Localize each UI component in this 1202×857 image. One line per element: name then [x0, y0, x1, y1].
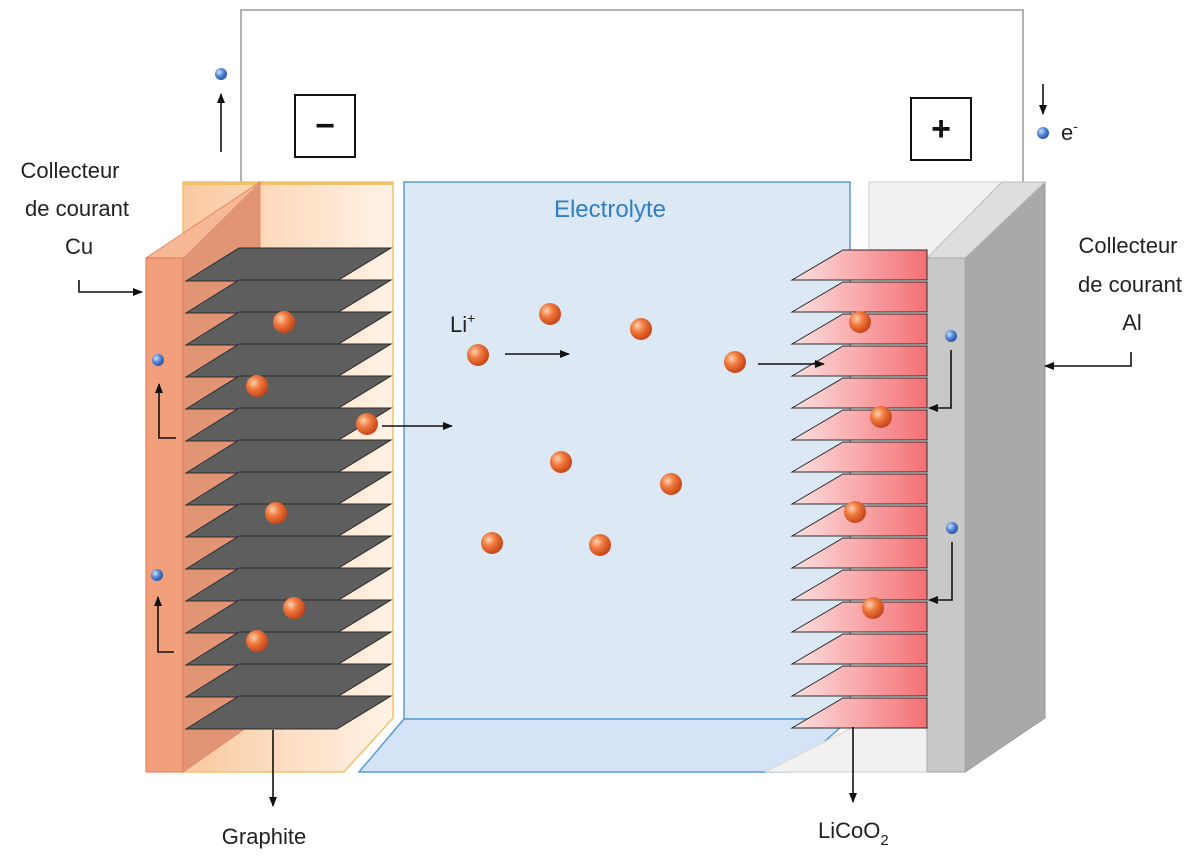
li-ion	[273, 311, 295, 333]
licoo2-fin	[790, 665, 928, 697]
li-ion	[246, 375, 268, 397]
li-ion	[630, 318, 652, 340]
copper-collector-front	[145, 257, 184, 773]
svg-text:de courant: de courant	[25, 196, 129, 221]
graphite-sheet	[184, 695, 393, 730]
li-ion	[849, 311, 871, 333]
electron-label: e-	[1061, 118, 1078, 145]
electron-left-wire	[215, 68, 227, 80]
lithium-ions	[246, 303, 892, 652]
li-ion	[660, 473, 682, 495]
li-ion	[844, 501, 866, 523]
li-ion	[870, 406, 892, 428]
licoo2-fin	[790, 633, 928, 665]
li-ion	[724, 351, 746, 373]
aluminium-collector-front	[926, 257, 966, 773]
svg-text:Cu: Cu	[65, 234, 93, 259]
electrolyte-label: Electrolyte	[554, 196, 666, 223]
positive-terminal: +	[910, 97, 972, 161]
licoo2-fin	[790, 569, 928, 601]
negative-sign: −	[315, 107, 335, 145]
licoo2-fin	[790, 281, 928, 313]
aluminium-collector-side	[964, 180, 1046, 773]
svg-text:Collecteur: Collecteur	[1078, 233, 1177, 258]
li-ion	[467, 344, 489, 366]
licoo2-fin	[790, 473, 928, 505]
collector-cu-pointer	[78, 280, 143, 296]
licoo2-fin	[790, 409, 928, 441]
licoo2-fin	[790, 441, 928, 473]
li-ion	[862, 597, 884, 619]
electron-al-arrow-2	[928, 542, 953, 604]
electrolyte-floor	[357, 718, 852, 773]
licoo2-fin	[790, 345, 928, 377]
collector-cu-label: Collecteur de courant Cu	[20, 158, 129, 259]
collector-al-label: Collecteur de courant Al	[1078, 233, 1182, 335]
li-ion-label: Li+	[450, 310, 475, 337]
electron-cu-1	[152, 354, 164, 366]
svg-text:de courant: de courant	[1078, 272, 1182, 297]
li-ion	[539, 303, 561, 325]
graphite-label: Graphite	[222, 824, 306, 849]
licoo2-fin	[790, 537, 928, 569]
electron-cu-arrow-1	[155, 383, 176, 439]
negative-terminal: −	[294, 94, 356, 158]
electron-legend-symbol	[1037, 127, 1049, 139]
li-ion	[246, 630, 268, 652]
electron-al-2	[946, 522, 958, 534]
electron-al-1	[945, 330, 957, 342]
electrolyte-box	[403, 181, 851, 720]
li-ion	[265, 502, 287, 524]
li-ion	[283, 597, 305, 619]
collector-al-pointer	[1044, 352, 1132, 370]
electron-cu-arrow-2	[154, 596, 174, 653]
electron-cu-2	[151, 569, 163, 581]
positive-sign: +	[931, 110, 951, 148]
li-ion	[356, 413, 378, 435]
anode-region-top	[183, 182, 393, 185]
licoo2-fin	[790, 697, 928, 729]
licoo2-fin	[790, 377, 928, 409]
li-ion	[481, 532, 503, 554]
li-ion	[589, 534, 611, 556]
electron-al-arrow-1	[928, 350, 952, 412]
li-ion	[550, 451, 572, 473]
svg-text:Collecteur: Collecteur	[20, 158, 119, 183]
external-circuit-wire	[240, 9, 1024, 182]
licoo2-label: LiCoO2	[818, 818, 889, 849]
svg-text:Al: Al	[1122, 310, 1142, 335]
licoo2-fin	[790, 249, 928, 281]
